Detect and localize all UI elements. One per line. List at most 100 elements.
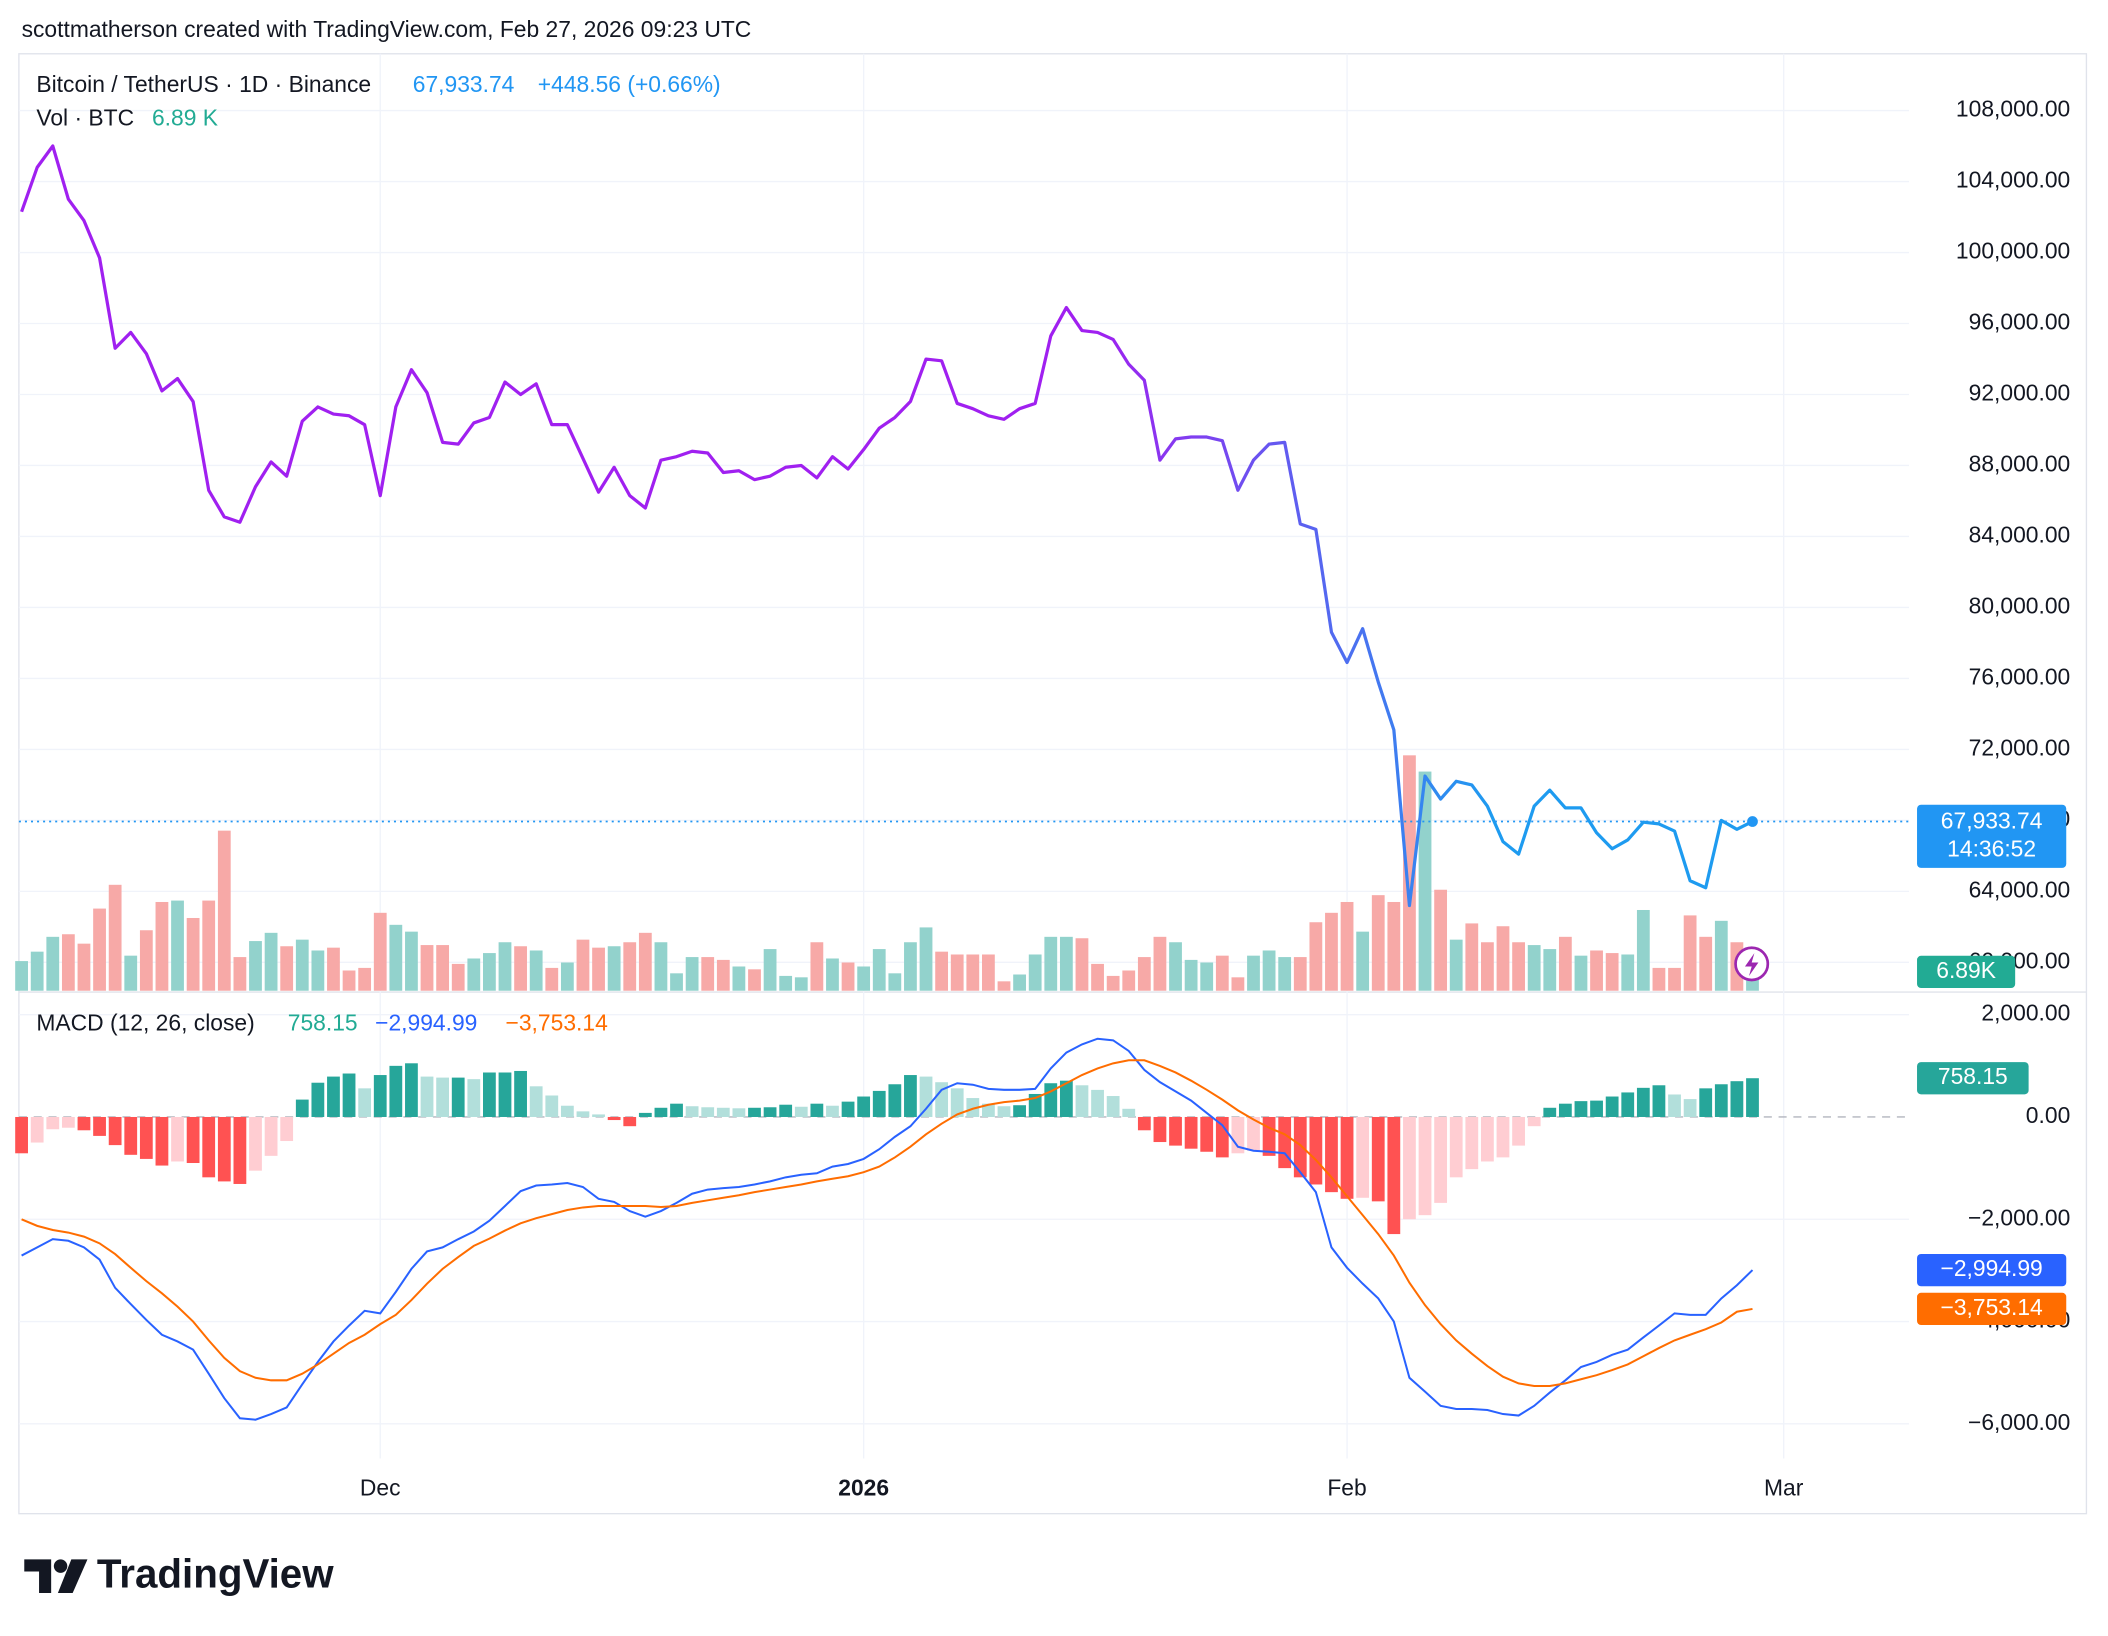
signal-line-badge-text: −3,753.14	[1941, 1294, 2044, 1320]
macd-histogram-bar	[935, 1082, 949, 1117]
macd-histogram-bar	[1558, 1103, 1572, 1117]
macd-histogram-bar	[1231, 1116, 1245, 1154]
volume-bar	[1605, 953, 1619, 991]
volume-bar	[826, 958, 839, 991]
macd-histogram-bar	[93, 1116, 106, 1136]
macd-histogram-bar	[1044, 1083, 1058, 1117]
macd-histogram-bar	[139, 1116, 153, 1159]
y-tick-label: 104,000.00	[1956, 167, 2070, 193]
volume-bar	[919, 927, 933, 991]
macd-histogram-bar	[264, 1116, 278, 1156]
macd-line	[21, 1037, 1754, 1421]
volume-bar	[810, 942, 824, 991]
macd-histogram-bar	[670, 1103, 683, 1117]
volume-bar	[155, 901, 169, 991]
y-tick-label: −6,000.00	[1968, 1409, 2070, 1435]
volume-bar	[685, 957, 699, 991]
macd-histogram-bar	[155, 1116, 169, 1166]
volume-bar	[1387, 901, 1401, 991]
macd-histogram-bar	[592, 1114, 605, 1117]
macd-histogram-bar	[919, 1076, 933, 1117]
macd-histogram-bar	[217, 1116, 231, 1182]
macd-histogram-bar	[249, 1116, 262, 1171]
volume-bar	[592, 947, 605, 991]
macd-histogram-bar	[1481, 1116, 1494, 1162]
volume-bar	[654, 942, 668, 991]
macd-histogram-bar	[1590, 1100, 1603, 1117]
macd-histogram-bar	[1418, 1116, 1432, 1216]
y-tick-label: 80,000.00	[1969, 592, 2071, 618]
last-price: 67,933.74	[413, 71, 515, 97]
macd-histogram-bar	[654, 1107, 668, 1117]
macd-histogram-bar	[483, 1072, 496, 1117]
volume-bar	[1075, 938, 1089, 991]
attribution: scottmatherson created with TradingView.…	[22, 16, 752, 42]
volume-bar	[93, 908, 106, 991]
volume-value: 6.89 K	[152, 105, 218, 131]
macd-histogram-bar	[748, 1107, 761, 1117]
volume-bar	[342, 970, 356, 991]
volume-bar	[1013, 974, 1026, 991]
volume-badge-text: 6.89K	[1936, 957, 1996, 983]
volume-bar	[483, 953, 496, 991]
volume-bar	[373, 912, 387, 991]
macd-histogram-bar	[1169, 1116, 1182, 1146]
y-tick-label: 2,000.00	[1981, 1000, 2070, 1026]
macd-histogram-bar	[529, 1086, 543, 1117]
macd-histogram-bar	[280, 1116, 294, 1142]
volume-bar	[1527, 945, 1541, 991]
last-price-badge	[1917, 804, 2067, 868]
macd-histogram-bar	[1262, 1116, 1276, 1156]
macd-histogram-bar	[1013, 1105, 1026, 1117]
volume-title: Vol · BTC	[36, 105, 134, 131]
y-tick-label: −2,000.00	[1968, 1204, 2070, 1230]
volume-bar	[857, 966, 871, 991]
volume-bar	[1356, 931, 1370, 991]
macd-histogram-bar	[872, 1090, 886, 1117]
volume-bar	[545, 967, 559, 991]
volume-bar	[1325, 912, 1338, 991]
y-tick-label: 64,000.00	[1969, 876, 2071, 902]
macd-line-value: −2,994.99	[375, 1009, 477, 1035]
macd-histogram-bar	[1309, 1116, 1323, 1185]
last-price-dot	[1747, 816, 1758, 827]
volume-bar	[389, 924, 403, 991]
macd-histogram-bar	[997, 1106, 1011, 1117]
macd-histogram-bar	[1605, 1096, 1619, 1117]
volume-bar	[217, 830, 231, 991]
volume-bar	[1699, 936, 1713, 991]
volume-bar	[1106, 975, 1120, 991]
volume-bar	[732, 966, 746, 991]
x-tick-label: Dec	[360, 1475, 401, 1501]
macd-histogram-bar	[358, 1088, 372, 1117]
macd-histogram-bar	[904, 1075, 917, 1117]
volume-bar	[186, 917, 200, 991]
macd-histogram-bar	[186, 1116, 200, 1164]
macd-line-badge-text: −2,994.99	[1941, 1255, 2043, 1281]
macd-histogram-bar	[1636, 1087, 1650, 1117]
volume-bar	[1668, 967, 1681, 991]
macd-histogram-bar	[1652, 1085, 1666, 1117]
price-line	[20, 144, 1754, 908]
last-price-badge-text: 14:36:52	[1947, 835, 2036, 861]
volume-bar	[841, 962, 855, 991]
macd-histogram-bar	[1356, 1116, 1370, 1198]
x-tick-label: Feb	[1327, 1475, 1366, 1501]
macd-histogram-bar	[1403, 1116, 1416, 1220]
volume-bar	[15, 961, 28, 991]
macd-histogram-bar	[701, 1107, 715, 1117]
volume-bar	[716, 959, 730, 991]
volume-bar	[1496, 926, 1510, 991]
macd-histogram-bar	[467, 1079, 481, 1117]
volume-bar	[358, 967, 372, 991]
y-tick-label: 108,000.00	[1956, 96, 2070, 122]
macd-histogram-bar	[982, 1103, 995, 1117]
macd-histogram-bar	[1340, 1116, 1354, 1199]
macd-histogram-bar	[716, 1107, 730, 1117]
macd-histogram-bar	[794, 1106, 808, 1117]
volume-bar	[1137, 957, 1151, 991]
macd-histogram-bar	[841, 1101, 855, 1117]
volume-bar	[327, 947, 340, 991]
macd-histogram-bar	[1122, 1108, 1136, 1117]
